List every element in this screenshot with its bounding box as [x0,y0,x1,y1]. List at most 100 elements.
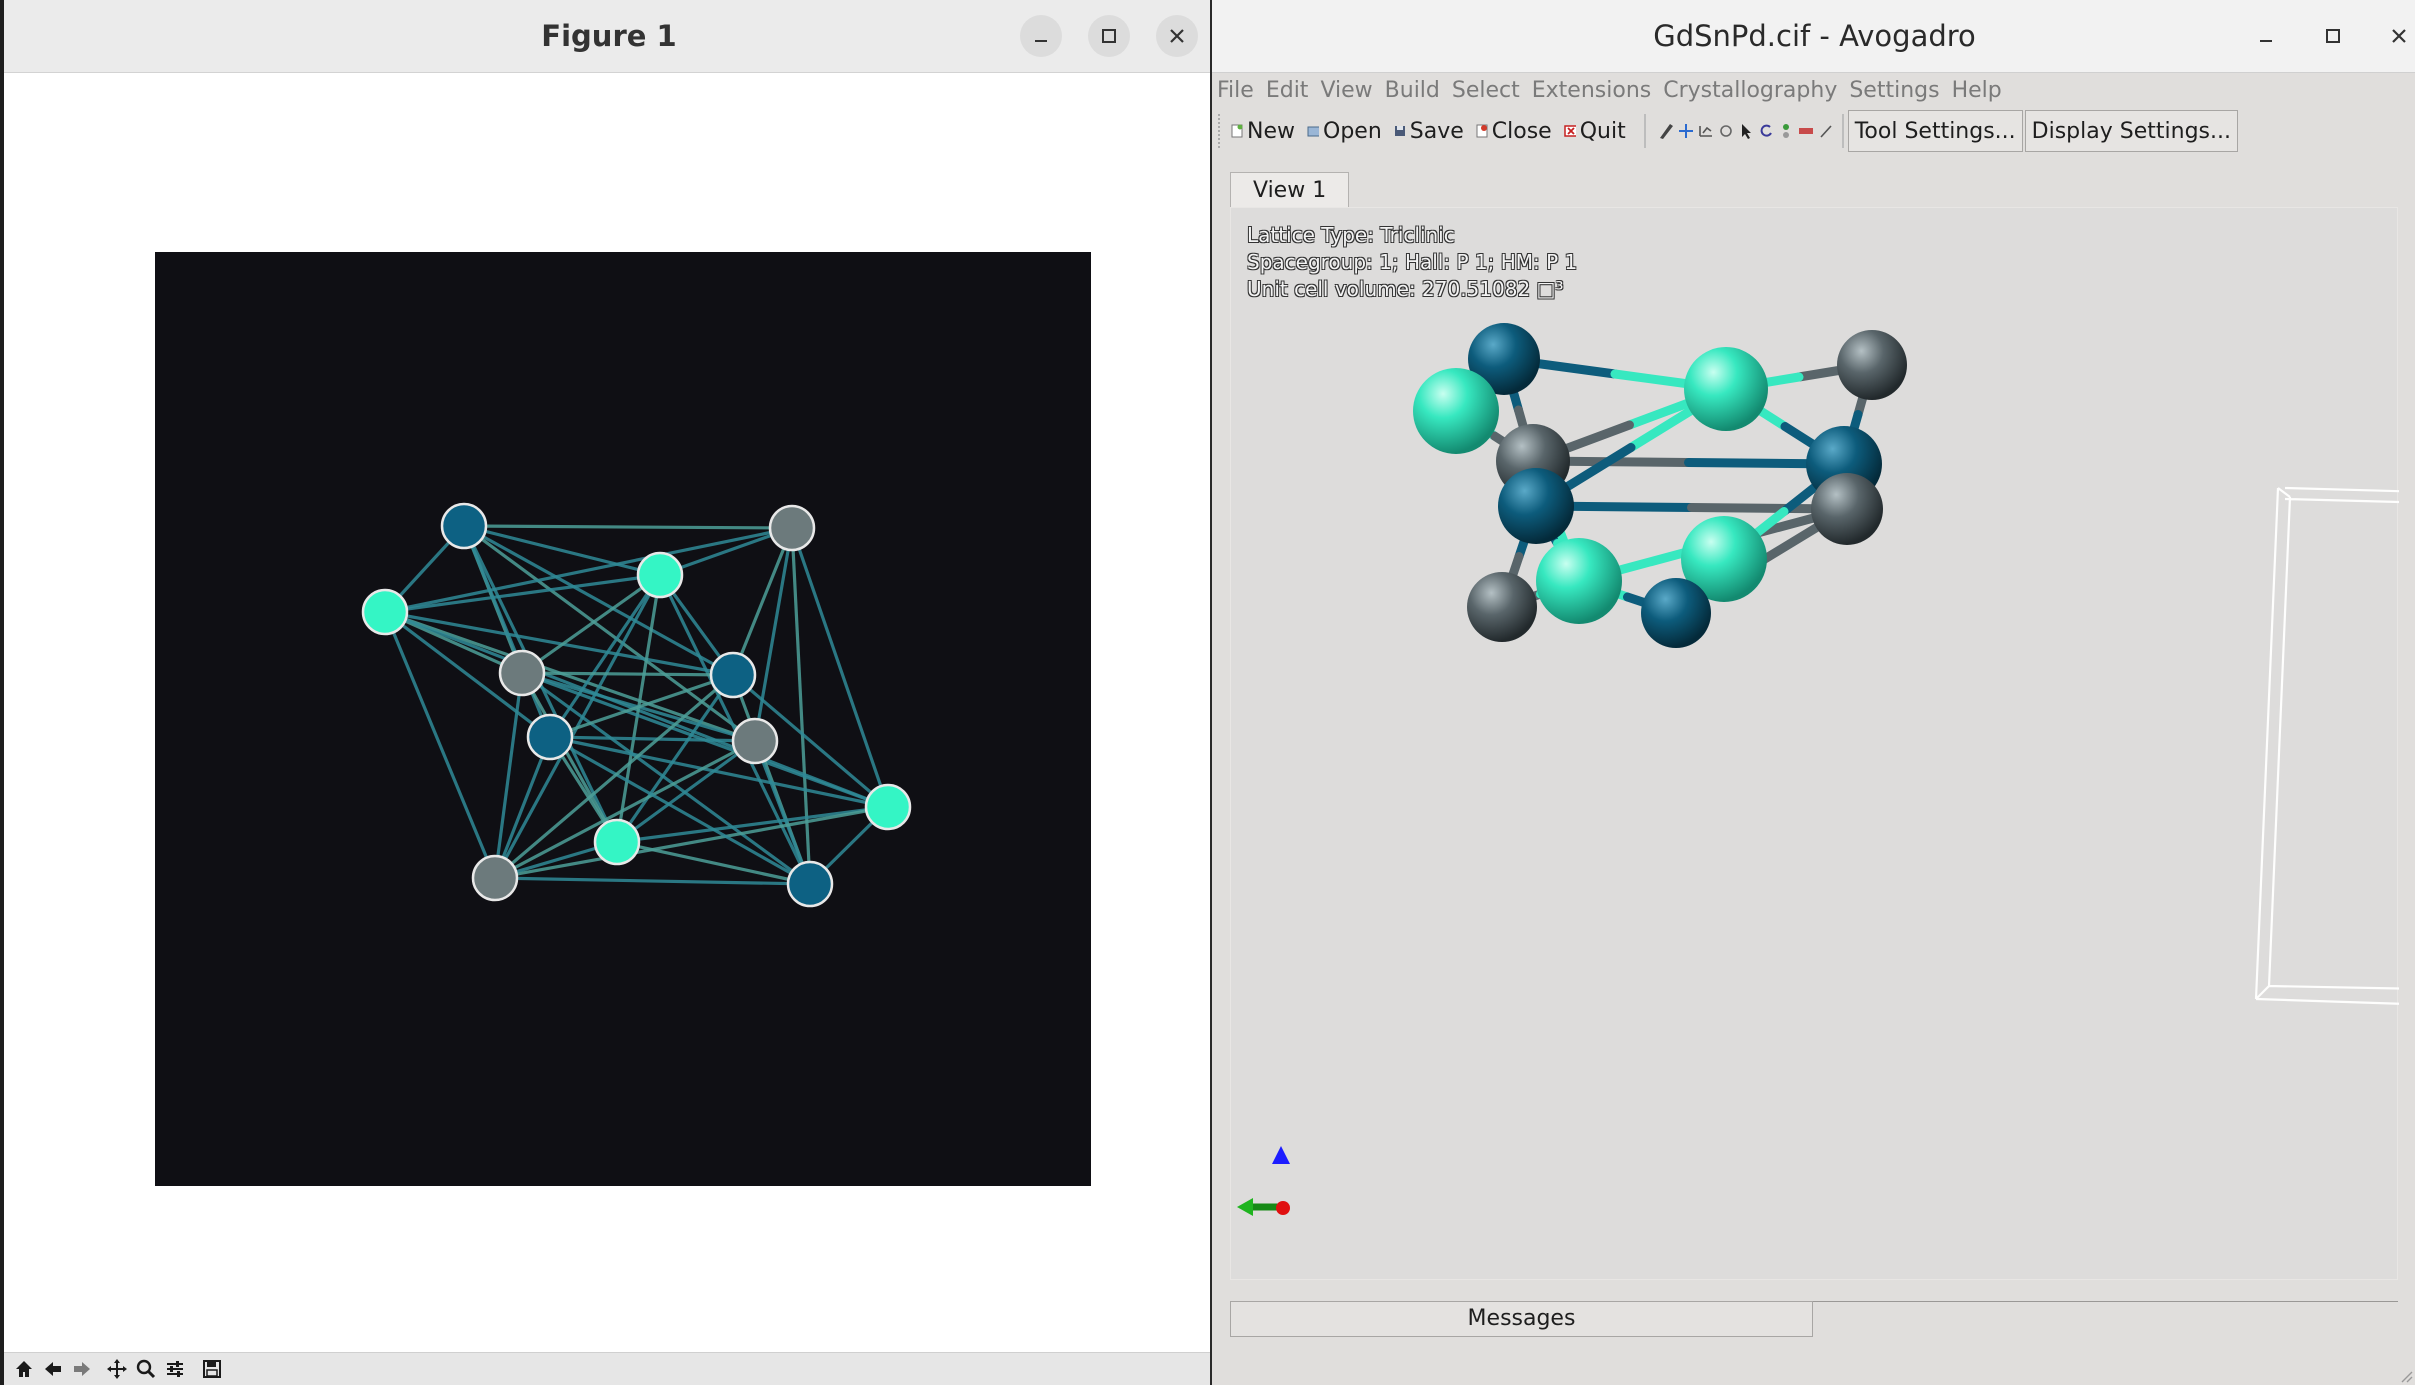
atom [1681,516,1767,602]
avogadro-window: GdSnPd.cif - Avogadro File Edit View Bui… [1210,0,2415,1385]
toolbar-separator [1643,114,1646,148]
graph-edge [790,527,890,808]
minimize-button[interactable] [1020,15,1062,57]
atom [1468,323,1540,395]
menu-help[interactable]: Help [1951,77,2002,103]
display-settings-button[interactable]: Display Settings... [2024,110,2238,152]
matplotlib-toolbar [4,1352,1210,1385]
menu-select[interactable]: Select [1451,77,1520,103]
menu-bar: File Edit View Build Select Extensions C… [1212,72,2415,108]
maximize-button[interactable] [2312,15,2354,57]
graph-node [731,717,779,765]
draw-tool-icon[interactable] [1656,119,1676,143]
graph-edge [521,573,661,675]
graph-edge [659,526,793,577]
messages-tab[interactable]: Messages [1230,1301,1813,1337]
crystal-structure [1237,323,2399,1216]
unit-cell-edges [2254,486,2399,1005]
graph-node [786,860,834,908]
graph-edge [463,524,793,530]
atoms [1413,323,1907,648]
select-tool-icon[interactable] [1736,119,1756,143]
save-disk-icon [1394,126,1405,136]
messages-panel: Messages [1230,1301,2398,1337]
minimize-icon [2260,40,2272,42]
manipulate-tool-icon[interactable] [1716,119,1736,143]
graph-edge [462,525,552,738]
maximize-icon [1102,29,1116,43]
graph-edge [616,840,811,886]
graph-edge [790,527,812,885]
close-button[interactable] [1156,15,1198,57]
graph-node [593,818,641,866]
graph-edge [731,673,890,809]
maximize-button[interactable] [1088,15,1130,57]
auto-optimize-tool-icon[interactable] [1776,119,1796,143]
home-icon[interactable] [10,1355,38,1383]
forward-icon[interactable] [68,1355,96,1383]
new-button[interactable]: New [1231,119,1295,144]
graph-node [361,588,409,636]
graph-edge [616,739,756,844]
menu-extensions[interactable]: Extensions [1531,77,1652,103]
graph-edge [383,611,497,879]
tab-view-1[interactable]: View 1 [1230,172,1350,208]
close-file-button[interactable]: Close [1476,119,1552,144]
save-icon[interactable] [198,1355,226,1383]
menu-build[interactable]: Build [1384,77,1440,103]
save-button[interactable]: Save [1394,119,1464,144]
navigate-tool-icon[interactable] [1676,119,1696,143]
molecule-viewport[interactable]: Lattice Type: Triclinic Spacegroup: 1; H… [1230,207,2399,1280]
avogadro-titlebar: GdSnPd.cif - Avogadro [1212,0,2415,73]
graph-edge [384,573,661,614]
minimize-button[interactable] [2245,15,2287,57]
menu-settings[interactable]: Settings [1849,77,1940,103]
menu-view[interactable]: View [1320,77,1373,103]
graph-edge [384,610,551,739]
new-file-icon [1231,124,1243,138]
crystal-info: Lattice Type: Triclinic Spacegroup: 1; H… [1247,222,1577,303]
auto-rotate-tool-icon[interactable] [1756,119,1776,143]
back-icon[interactable] [39,1355,67,1383]
plot-canvas[interactable] [155,252,1091,1186]
graph-edge [753,527,794,742]
pan-icon[interactable] [103,1355,131,1383]
graph-edge [493,672,524,879]
graph-edge [494,739,756,880]
resize-grip-icon[interactable] [2399,1369,2413,1383]
new-label: New [1247,118,1295,144]
close-button[interactable] [2378,15,2415,57]
menu-crystallography[interactable]: Crystallography [1663,77,1838,103]
graph-node [526,713,574,761]
graph-node [636,551,684,599]
atom [1498,468,1574,544]
align-tool-icon[interactable] [1816,119,1836,143]
graph-edge [548,574,662,738]
graph-node [471,854,519,902]
bond-centric-tool-icon[interactable] [1696,119,1716,143]
main-toolbar: New Open Save Close Quit Tool Settings..… [1212,108,2415,154]
close-icon [1170,29,1184,43]
close-file-icon [1476,124,1488,138]
z-axis-arrow [1272,1146,1290,1164]
open-button[interactable]: Open [1307,119,1382,144]
graph-edge [463,524,756,743]
graph-node [709,651,757,699]
tool-settings-button[interactable]: Tool Settings... [1847,110,2023,152]
quit-button[interactable]: Quit [1563,119,1626,144]
messages-divider [1813,1301,2398,1302]
atom [1467,572,1537,642]
view-tabs: View 1 [1230,172,1350,208]
menu-file[interactable]: File [1217,77,1254,103]
measure-tool-icon[interactable] [1796,119,1816,143]
zoom-icon[interactable] [132,1355,160,1383]
graph-node [498,649,546,697]
open-label: Open [1323,118,1382,144]
configure-icon[interactable] [161,1355,189,1383]
save-label: Save [1409,118,1464,144]
atom [1684,347,1768,431]
menu-edit[interactable]: Edit [1265,77,1309,103]
graph-edge [494,805,889,880]
window-title: Figure 1 [541,19,677,53]
graph-edge [521,671,734,677]
